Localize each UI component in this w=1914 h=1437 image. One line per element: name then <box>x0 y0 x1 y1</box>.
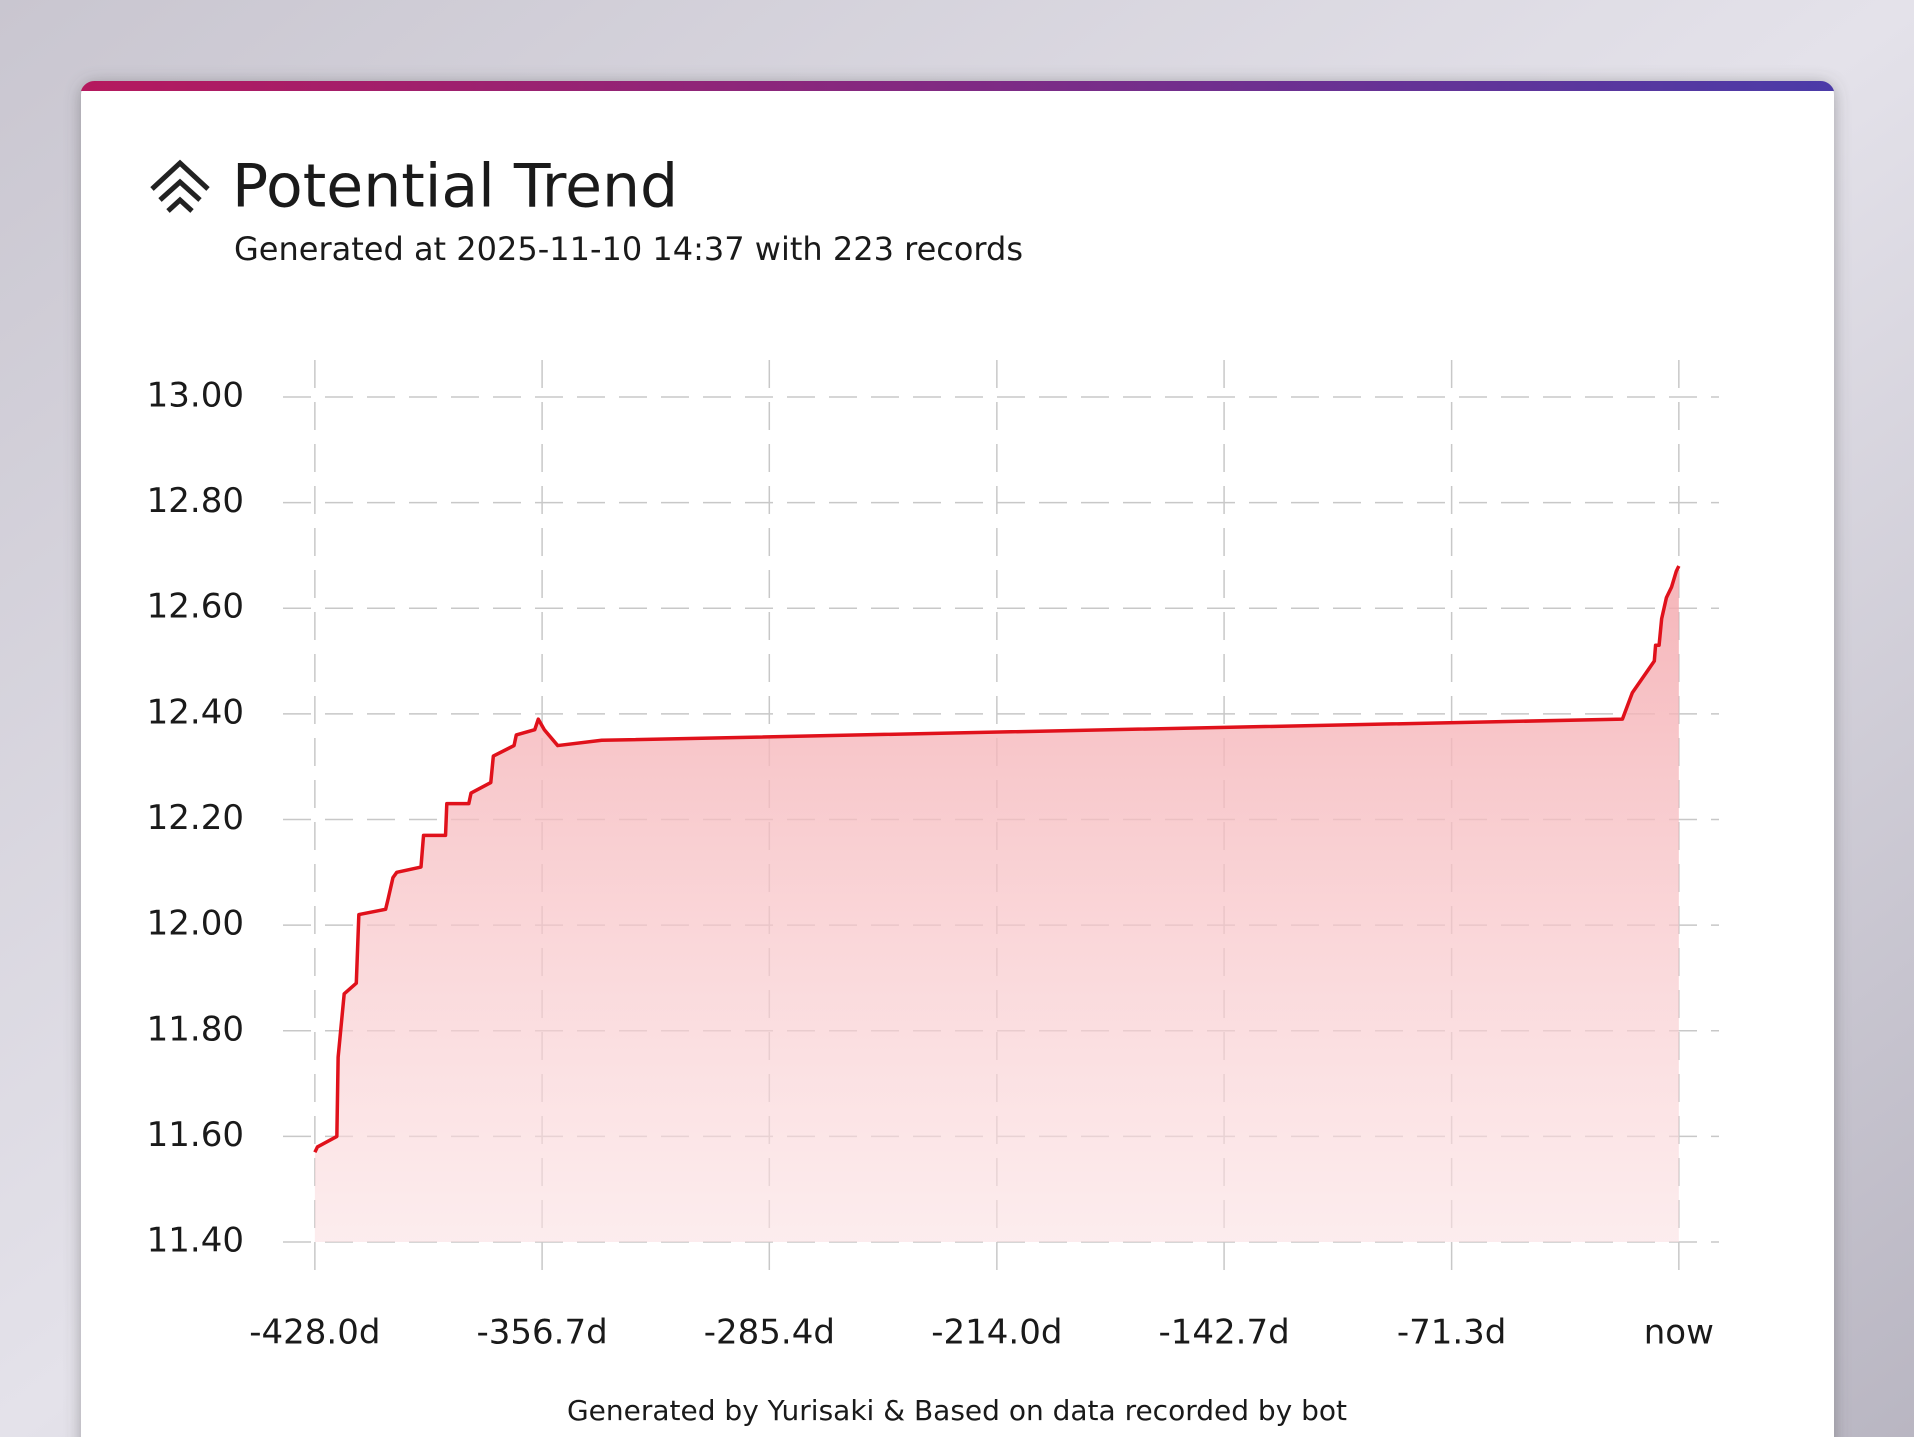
y-tick-label: 12.00 <box>147 904 244 944</box>
y-tick-label: 13.00 <box>147 375 244 415</box>
chart-subtitle: Generated at 2025-11-10 14:37 with 223 r… <box>234 230 1023 268</box>
x-tick-label: -214.0d <box>931 1313 1062 1353</box>
x-tick-label: -285.4d <box>704 1313 835 1353</box>
x-tick-label: -356.7d <box>476 1313 607 1353</box>
y-tick-label: 12.60 <box>147 587 244 627</box>
y-tick-label: 12.40 <box>147 692 244 732</box>
trend-line <box>313 565 1681 1154</box>
chart-footer: Generated by Yurisaki & Based on data re… <box>567 1394 1347 1427</box>
x-tick-label: -428.0d <box>249 1313 380 1353</box>
x-tick-label: -142.7d <box>1158 1313 1289 1353</box>
y-tick-label: 11.60 <box>147 1115 244 1155</box>
y-tick-label: 12.20 <box>147 798 244 838</box>
card-top-bar <box>81 80 1834 91</box>
area-fill <box>314 565 1679 1243</box>
chart-title: Potential Trend <box>232 152 678 222</box>
y-tick-label: 11.40 <box>147 1221 244 1261</box>
y-tick-label: 11.80 <box>147 1009 244 1049</box>
y-tick-label: 12.80 <box>147 481 244 521</box>
x-tick-label: -71.3d <box>1397 1313 1507 1353</box>
title-icon <box>150 159 210 213</box>
x-tick-label: now <box>1644 1313 1714 1353</box>
